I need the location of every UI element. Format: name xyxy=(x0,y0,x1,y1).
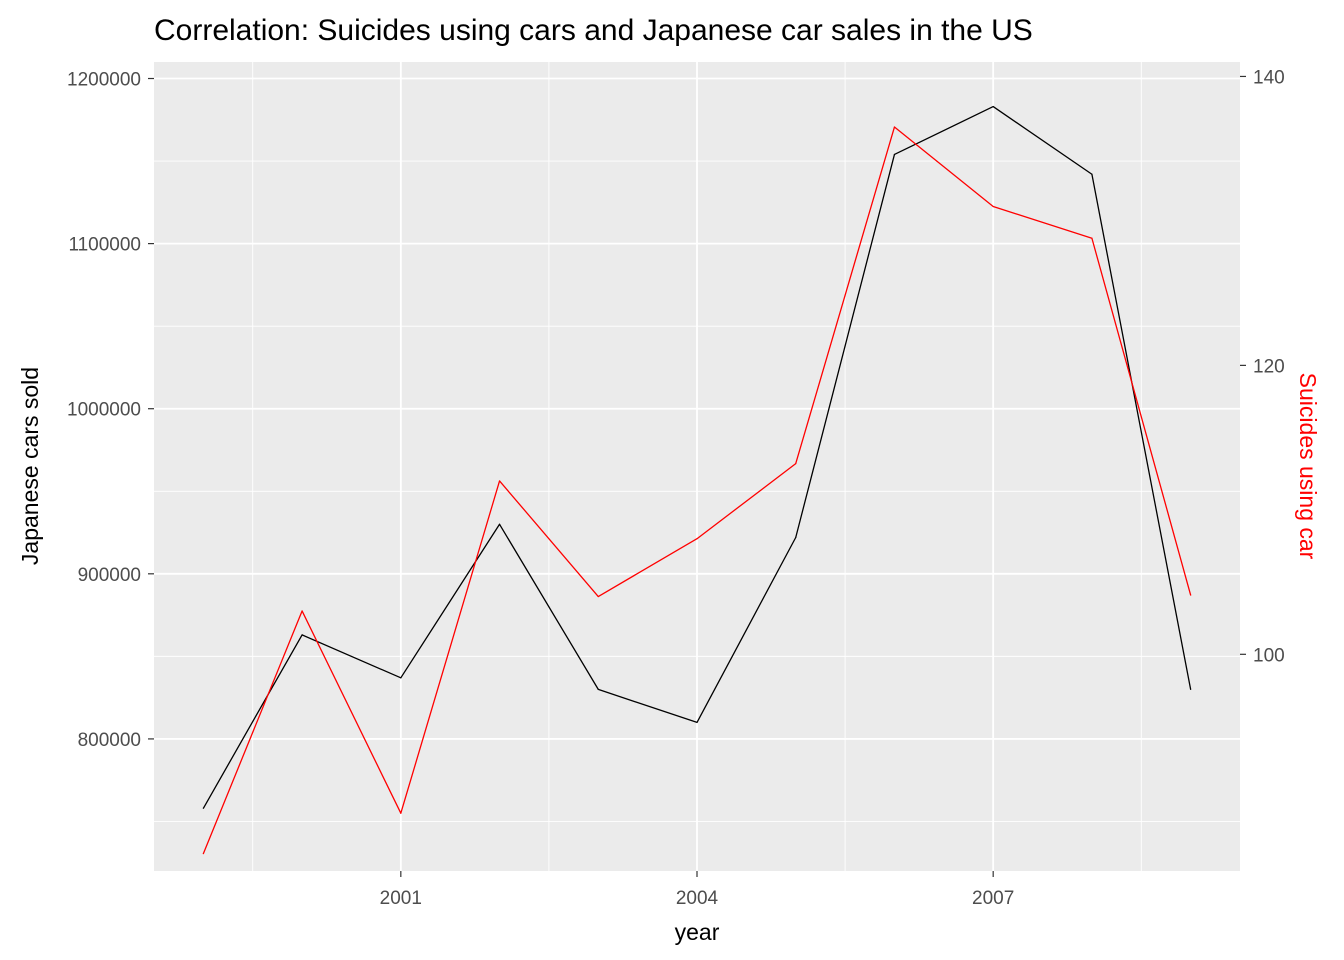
y-tick-label: 800000 xyxy=(78,730,141,751)
suicides-data-point xyxy=(301,610,303,612)
car-sales-data-point xyxy=(696,721,698,724)
x-tick-label: 2004 xyxy=(676,888,719,909)
suicides-data-point xyxy=(1190,594,1192,596)
x-tick-label: 2001 xyxy=(380,888,422,909)
suicides-data-point xyxy=(696,538,698,540)
suicides-data-point xyxy=(893,126,896,128)
suicides-data-point xyxy=(992,205,994,208)
car-sales-data-point xyxy=(400,677,402,679)
series-layer xyxy=(202,105,1192,855)
car-sales-data-point xyxy=(498,523,501,525)
car-sales-data-point xyxy=(795,536,797,539)
x-tick-label: 2007 xyxy=(972,888,1014,909)
car-sales-data-point xyxy=(1190,688,1192,690)
car-sales-data-point xyxy=(992,105,994,108)
car-sales-data-point xyxy=(301,634,303,636)
major-gridlines xyxy=(154,62,1240,871)
suicides-data-point xyxy=(202,853,204,855)
y-axis-title: Japanese cars sold xyxy=(17,367,43,565)
y-tick-label: 1200000 xyxy=(67,70,141,91)
y-tick-label: 900000 xyxy=(78,565,141,586)
y2-tick-label: 140 xyxy=(1253,67,1285,88)
car-sales-data-point xyxy=(202,807,204,809)
y2-tick-label: 100 xyxy=(1253,645,1285,666)
car-sales-data-point xyxy=(1091,173,1093,175)
suicides-data-point xyxy=(597,595,599,598)
x-axis-title: year xyxy=(675,919,720,945)
y-tick-label: 1000000 xyxy=(67,400,141,421)
car-sales-data-point xyxy=(597,688,599,690)
y2-tick-label: 120 xyxy=(1253,356,1285,377)
axes: 2001 2004 2007 800000 900000 1000000 1100000 12… xyxy=(67,67,1285,909)
suicides-data-point xyxy=(400,812,402,814)
y-tick-label: 1100000 xyxy=(68,235,141,256)
chart-title: Correlation: Suicides using cars and Jap… xyxy=(154,14,1033,47)
suicides-data-point xyxy=(795,463,797,465)
suicides-data-point xyxy=(1091,237,1093,239)
car-sales-data-point xyxy=(893,153,896,156)
suicides-data-point xyxy=(498,480,501,482)
y2-axis-title: Suicides using car xyxy=(1295,373,1321,560)
